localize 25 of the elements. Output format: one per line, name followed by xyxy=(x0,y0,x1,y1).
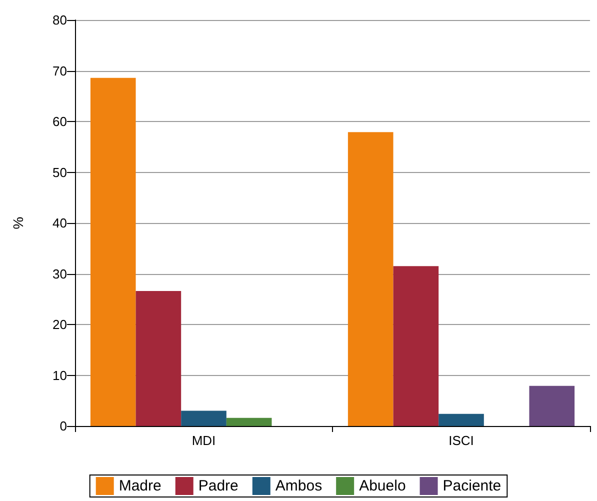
y-tick-label: 0 xyxy=(60,418,67,434)
y-tick-label: 60 xyxy=(52,114,67,129)
legend-label: Madre xyxy=(118,478,162,494)
y-tick-label: 30 xyxy=(52,266,67,282)
bar xyxy=(136,291,182,426)
y-tick-label: 70 xyxy=(52,63,67,78)
legend-label: Paciente xyxy=(442,478,502,494)
x-tick-label: MDI xyxy=(192,433,216,448)
legend-label: Ambos xyxy=(275,478,322,494)
bar xyxy=(181,410,226,426)
y-axis-title: % xyxy=(10,216,26,230)
x-tick-label: ISCI xyxy=(448,433,474,448)
legend-label: Abuelo xyxy=(359,478,406,494)
bar xyxy=(226,418,272,426)
y-tick-label: 50 xyxy=(52,164,67,180)
y-tick-label: 10 xyxy=(52,368,67,383)
bar xyxy=(348,132,394,426)
y-tick-label: 40 xyxy=(52,216,67,230)
y-tick-label: 80 xyxy=(52,12,67,28)
bar xyxy=(393,266,439,426)
bar xyxy=(438,414,484,426)
bar xyxy=(90,78,136,426)
bar xyxy=(529,386,575,426)
legend-label: Padre xyxy=(198,478,238,494)
y-tick-label: 20 xyxy=(52,317,67,332)
